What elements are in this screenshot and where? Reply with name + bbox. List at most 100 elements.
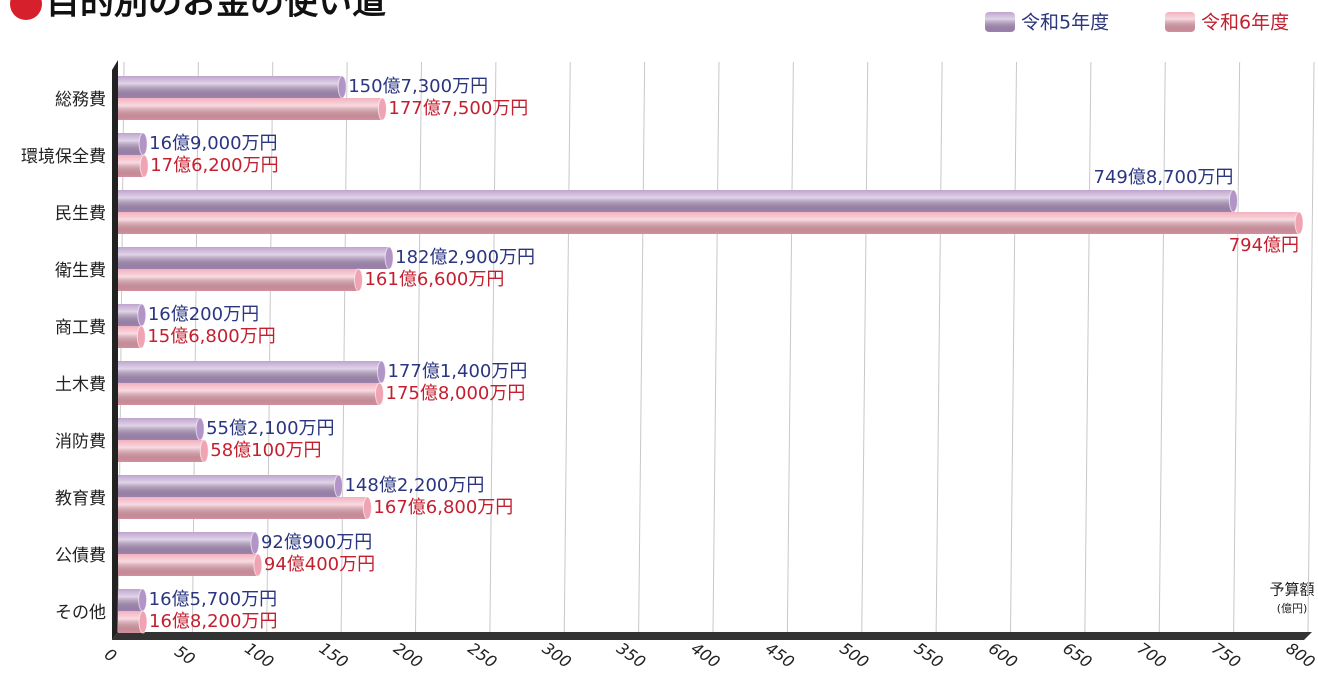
grid-line — [266, 61, 274, 633]
x-tick-label: 300 — [539, 639, 575, 672]
x-tick-label: 500 — [836, 639, 872, 672]
bar-shine — [118, 532, 255, 554]
value-label: 16億200万円 — [148, 304, 259, 325]
bar-shine — [118, 133, 144, 155]
bar-end — [333, 474, 343, 498]
value-label: 177億7,500万円 — [388, 98, 528, 119]
grid-line — [563, 61, 571, 633]
bar-shine — [118, 155, 145, 177]
x-tick-label: 450 — [762, 639, 798, 672]
value-label: 15億6,800万円 — [147, 326, 275, 347]
title-dot — [10, 0, 42, 20]
bar-end — [199, 439, 209, 463]
bar-shine — [118, 440, 205, 462]
x-tick-label: 350 — [613, 639, 649, 672]
bar-end — [377, 97, 387, 121]
bar-end — [253, 553, 263, 577]
bar-shine — [118, 190, 1234, 212]
value-label: 150億7,300万円 — [348, 76, 488, 97]
value-label: 167億6,800万円 — [373, 497, 513, 518]
bar-shine — [118, 418, 201, 440]
bar-end — [137, 303, 147, 327]
grid-line — [1010, 61, 1017, 633]
bar-end — [138, 132, 148, 156]
x-tick-label: 0 — [101, 644, 120, 665]
grid-line — [1158, 61, 1166, 633]
grid-line — [1084, 61, 1092, 633]
x-tick-label: 550 — [911, 639, 947, 672]
bar-end — [138, 610, 148, 634]
x-tick-label: 700 — [1134, 639, 1170, 672]
y-axis-wall — [112, 60, 118, 640]
x-tick-label: 800 — [1283, 639, 1318, 672]
bar-end — [250, 531, 260, 555]
bar-end — [195, 417, 205, 441]
value-label: 16億5,700万円 — [149, 589, 277, 610]
bar-shine — [118, 304, 142, 326]
y-tick-label: 環境保全費 — [21, 147, 106, 167]
bar-end — [337, 75, 347, 99]
bar-shine — [118, 554, 258, 576]
bar-shine — [118, 326, 142, 348]
bar-shine — [118, 589, 143, 611]
grid-line — [1233, 61, 1241, 633]
bar-shine — [118, 247, 390, 269]
legend-label: 令和5年度 — [1021, 12, 1109, 34]
grid-line — [415, 61, 422, 633]
bar-end — [138, 588, 148, 612]
bar-end — [1228, 189, 1238, 213]
bar-end — [362, 496, 372, 520]
bar-shine — [118, 212, 1300, 234]
value-label: 175億8,000万円 — [386, 383, 526, 404]
x-tick-label: 200 — [390, 639, 426, 672]
bar-shine — [118, 361, 382, 383]
x-tick-label: 650 — [1059, 639, 1095, 672]
chart-title: 目的別のお金の使い道 — [46, 0, 386, 23]
bar-end — [139, 154, 149, 178]
x-tick-label: 250 — [464, 639, 500, 672]
value-label: 148億2,200万円 — [344, 475, 484, 496]
x-tick-label: 100 — [241, 639, 277, 672]
floor — [112, 632, 1312, 640]
value-label: 94億400万円 — [264, 554, 375, 575]
x-tick-label: 150 — [316, 639, 352, 672]
bar-shine — [118, 383, 380, 405]
value-label: 177億1,400万円 — [387, 361, 527, 382]
bar-shine — [118, 497, 368, 519]
grid-line — [786, 61, 794, 633]
value-label: 17億6,200万円 — [150, 155, 278, 176]
grid-line — [489, 61, 497, 633]
y-tick-label: 衛生費 — [55, 261, 106, 281]
bar-end — [1294, 211, 1304, 235]
bar-end — [376, 360, 386, 384]
bar-shine — [118, 98, 383, 120]
bar-shine — [118, 269, 359, 291]
x-tick-label: 400 — [688, 639, 724, 672]
bar-shine — [118, 611, 144, 633]
bar-shine — [118, 76, 343, 98]
y-tick-label: 土木費 — [55, 375, 106, 395]
bar-end — [353, 268, 363, 292]
value-label: 161億6,600万円 — [364, 269, 504, 290]
bar-end — [375, 382, 385, 406]
y-tick-label: その他 — [55, 603, 106, 623]
legend-swatch-shine — [985, 12, 1015, 32]
grid-line — [712, 61, 720, 633]
y-tick-label: 公債費 — [55, 546, 106, 566]
grid-line — [935, 61, 943, 633]
value-label: 92億900万円 — [261, 532, 372, 553]
y-tick-label: 総務費 — [55, 90, 106, 110]
y-tick-label: 民生費 — [55, 204, 106, 224]
grid-line — [340, 61, 348, 633]
x-axis-unit: (億円) — [1277, 602, 1308, 615]
value-label: 182億2,900万円 — [395, 247, 535, 268]
legend-swatch-shine — [1165, 12, 1195, 32]
value-label: 16億8,200万円 — [149, 611, 277, 632]
value-label: 55億2,100万円 — [206, 418, 334, 439]
bar-shine — [118, 475, 339, 497]
value-label: 794億円 — [1229, 235, 1299, 256]
y-tick-label: 教育費 — [55, 489, 106, 509]
x-tick-label: 750 — [1208, 639, 1244, 672]
bar-end — [136, 325, 146, 349]
